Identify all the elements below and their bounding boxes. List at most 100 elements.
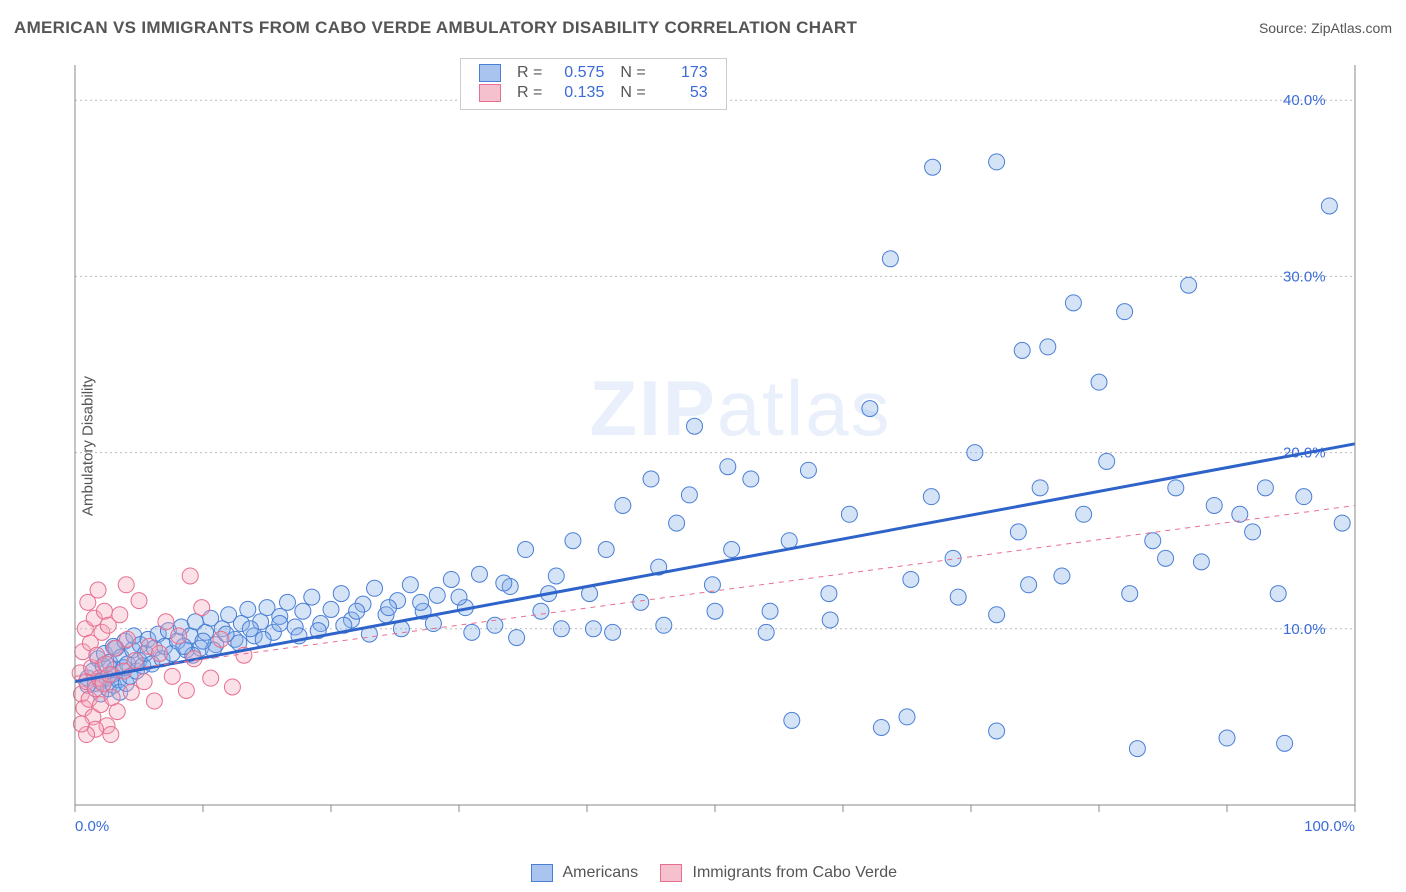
data-point <box>304 589 320 605</box>
data-point <box>451 589 467 605</box>
data-point <box>367 580 383 596</box>
data-point <box>123 684 139 700</box>
data-point <box>109 704 125 720</box>
y-tick-label: 40.0% <box>1283 92 1326 109</box>
data-point <box>615 497 631 513</box>
data-point <box>1257 480 1273 496</box>
data-point <box>687 418 703 434</box>
data-point <box>323 601 339 617</box>
data-point <box>1206 497 1222 513</box>
data-point <box>669 515 685 531</box>
legend-n-label: N = <box>612 63 653 83</box>
data-point <box>967 445 983 461</box>
data-point <box>758 624 774 640</box>
data-point <box>781 533 797 549</box>
legend-n-value: 53 <box>654 83 716 103</box>
data-point <box>136 674 152 690</box>
data-point <box>1193 554 1209 570</box>
data-point <box>1054 568 1070 584</box>
data-point <box>598 542 614 558</box>
data-point <box>1040 339 1056 355</box>
data-point <box>1145 533 1161 549</box>
y-tick-label: 30.0% <box>1283 268 1326 285</box>
data-point <box>1168 480 1184 496</box>
data-point <box>821 586 837 602</box>
data-point <box>131 593 147 609</box>
data-point <box>425 616 441 632</box>
data-point <box>333 586 349 602</box>
data-point <box>762 603 778 619</box>
data-point <box>90 582 106 598</box>
legend-swatch <box>479 84 501 102</box>
data-point <box>203 670 219 686</box>
data-point <box>1245 524 1261 540</box>
data-point <box>633 594 649 610</box>
legend-row: R =0.575N =173 <box>471 63 716 83</box>
data-point <box>1129 741 1145 757</box>
data-point <box>518 542 534 558</box>
data-point <box>1296 489 1312 505</box>
data-point <box>242 621 258 637</box>
data-point <box>1065 295 1081 311</box>
data-point <box>182 568 198 584</box>
correlation-legend: R =0.575N =173R =0.135N =53 <box>460 58 727 110</box>
data-point <box>784 712 800 728</box>
data-point <box>178 682 194 698</box>
data-point <box>429 587 445 603</box>
legend-r-label: R = <box>509 83 550 103</box>
data-point <box>164 668 180 684</box>
data-point <box>800 462 816 478</box>
data-point <box>989 154 1005 170</box>
data-point <box>1321 198 1337 214</box>
data-point <box>1334 515 1350 531</box>
legend-swatch <box>531 864 553 882</box>
data-point <box>989 607 1005 623</box>
legend-label: Americans <box>559 864 638 881</box>
data-point <box>96 603 112 619</box>
data-point <box>146 693 162 709</box>
data-point <box>681 487 697 503</box>
data-point <box>707 603 723 619</box>
data-point <box>862 401 878 417</box>
legend-swatch <box>660 864 682 882</box>
data-point <box>279 594 295 610</box>
data-point <box>743 471 759 487</box>
x-tick-label: 0.0% <box>75 818 109 835</box>
y-tick-label: 10.0% <box>1283 621 1326 638</box>
data-point <box>195 633 211 649</box>
data-point <box>882 251 898 267</box>
data-point <box>194 600 210 616</box>
data-point <box>873 719 889 735</box>
data-point <box>1010 524 1026 540</box>
data-point <box>704 577 720 593</box>
data-point <box>171 628 187 644</box>
data-point <box>471 566 487 582</box>
data-point <box>643 471 659 487</box>
data-point <box>413 594 429 610</box>
data-point <box>925 159 941 175</box>
data-point <box>1158 550 1174 566</box>
data-point <box>533 603 549 619</box>
data-point <box>112 607 128 623</box>
data-point <box>1219 730 1235 746</box>
legend-r-label: R = <box>509 63 550 83</box>
chart-header: AMERICAN VS IMMIGRANTS FROM CABO VERDE A… <box>14 18 1392 38</box>
data-point <box>496 575 512 591</box>
data-point <box>295 603 311 619</box>
data-point <box>73 716 89 732</box>
data-point <box>158 614 174 630</box>
data-point <box>443 571 459 587</box>
data-point <box>1181 277 1197 293</box>
chart-source: Source: ZipAtlas.com <box>1259 20 1392 36</box>
data-point <box>1122 586 1138 602</box>
source-name: ZipAtlas.com <box>1311 20 1392 36</box>
data-point <box>899 709 915 725</box>
legend-label: Immigrants from Cabo Verde <box>688 864 897 881</box>
data-point <box>1032 480 1048 496</box>
legend-n-value: 173 <box>654 63 716 83</box>
data-point <box>989 723 1005 739</box>
legend-r-value: 0.135 <box>550 83 612 103</box>
data-point <box>213 631 229 647</box>
legend-r-value: 0.575 <box>550 63 612 83</box>
data-point <box>272 616 288 632</box>
